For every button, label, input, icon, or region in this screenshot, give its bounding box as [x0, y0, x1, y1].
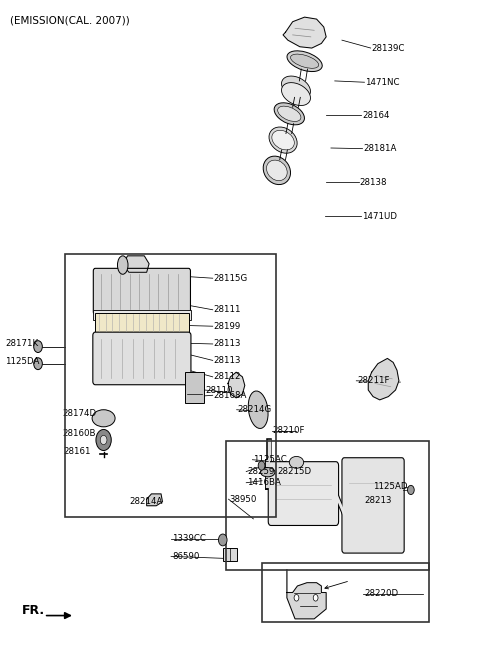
Text: 28181A: 28181A	[363, 144, 397, 153]
FancyBboxPatch shape	[268, 462, 338, 525]
Text: 28211F: 28211F	[357, 376, 390, 386]
Polygon shape	[368, 358, 399, 400]
Text: 28113: 28113	[214, 356, 241, 365]
Circle shape	[96, 430, 111, 451]
Bar	[262, 563, 429, 622]
Text: 28174D: 28174D	[62, 409, 96, 418]
Bar	[223, 548, 237, 561]
Text: 1471UD: 1471UD	[362, 212, 397, 221]
Polygon shape	[147, 494, 162, 505]
Text: 1339CC: 1339CC	[172, 534, 206, 543]
Text: 28259: 28259	[247, 467, 275, 476]
Bar	[226, 442, 429, 569]
Text: 28160B: 28160B	[62, 429, 96, 438]
Ellipse shape	[287, 51, 322, 72]
Circle shape	[258, 461, 265, 471]
Circle shape	[218, 534, 227, 546]
Text: 28111: 28111	[214, 305, 241, 314]
Polygon shape	[283, 17, 326, 48]
Circle shape	[34, 341, 42, 353]
Circle shape	[100, 436, 107, 445]
Text: 28164: 28164	[362, 111, 390, 120]
Circle shape	[294, 594, 299, 601]
Bar	[93, 310, 191, 320]
Text: 28199: 28199	[214, 322, 241, 331]
Text: 28171K: 28171K	[5, 339, 38, 349]
Ellipse shape	[274, 103, 304, 125]
Circle shape	[408, 486, 414, 494]
Ellipse shape	[282, 76, 311, 99]
Polygon shape	[287, 569, 326, 619]
FancyBboxPatch shape	[342, 458, 404, 553]
Ellipse shape	[290, 54, 319, 69]
Bar	[95, 313, 189, 333]
Text: 1416BA: 1416BA	[247, 478, 281, 487]
Ellipse shape	[272, 130, 294, 150]
Circle shape	[313, 594, 318, 601]
Text: (EMISSION(CAL. 2007)): (EMISSION(CAL. 2007))	[10, 15, 130, 25]
Ellipse shape	[248, 391, 268, 428]
Text: 1125AC: 1125AC	[253, 455, 287, 464]
Text: 86590: 86590	[172, 552, 199, 561]
Text: 28113: 28113	[214, 339, 241, 349]
Text: 28213: 28213	[364, 496, 392, 505]
Ellipse shape	[261, 468, 275, 477]
Text: 28214A: 28214A	[129, 498, 162, 506]
Ellipse shape	[266, 160, 287, 181]
Text: 28161: 28161	[63, 447, 90, 455]
Ellipse shape	[263, 156, 290, 185]
FancyBboxPatch shape	[93, 332, 191, 385]
Bar	[95, 332, 189, 341]
Ellipse shape	[118, 256, 128, 274]
Text: FR.: FR.	[22, 604, 45, 617]
Text: 28112: 28112	[214, 372, 241, 382]
Ellipse shape	[92, 410, 115, 427]
Text: 1125DA: 1125DA	[5, 357, 40, 366]
Text: 28110: 28110	[205, 386, 233, 395]
Text: 28139C: 28139C	[372, 43, 405, 53]
Text: 28138: 28138	[360, 178, 387, 186]
Ellipse shape	[269, 127, 297, 153]
Polygon shape	[123, 256, 149, 272]
Text: 28115G: 28115G	[214, 273, 248, 283]
Bar	[185, 372, 204, 403]
Text: 28210F: 28210F	[273, 426, 305, 436]
Text: 28168A: 28168A	[214, 391, 247, 400]
Circle shape	[34, 358, 42, 370]
Text: 28215D: 28215D	[277, 467, 312, 476]
Polygon shape	[228, 372, 245, 398]
Text: 38950: 38950	[229, 495, 257, 503]
FancyBboxPatch shape	[93, 268, 191, 314]
Text: 28214G: 28214G	[238, 405, 272, 415]
Text: 1471NC: 1471NC	[365, 78, 400, 87]
Ellipse shape	[277, 106, 301, 121]
Ellipse shape	[289, 457, 304, 469]
Text: 1125AD: 1125AD	[373, 482, 408, 490]
Text: 28220D: 28220D	[364, 589, 398, 598]
Bar	[65, 254, 276, 517]
Ellipse shape	[282, 82, 311, 105]
